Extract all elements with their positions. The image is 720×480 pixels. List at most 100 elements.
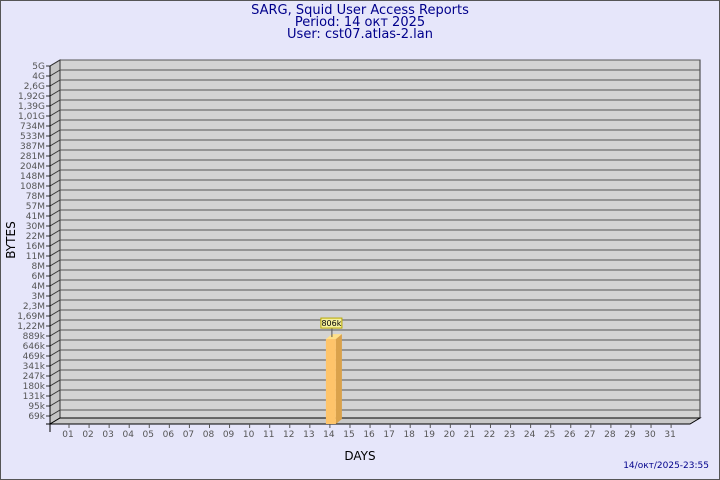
y-axis-label: BYTES xyxy=(4,221,18,259)
y-tick-label: 5G xyxy=(32,62,45,72)
y-tick-label: 341k xyxy=(23,362,46,372)
y-tick-label: 131k xyxy=(23,392,46,402)
x-tick-label: 18 xyxy=(403,430,415,440)
y-tick-label: 2,3M xyxy=(23,302,45,312)
y-tick-label: 3M xyxy=(32,292,46,302)
y-tick-label: 69k xyxy=(28,412,45,422)
grid-diagonal xyxy=(49,379,61,387)
x-tick-label: 11 xyxy=(263,430,274,440)
grid-diagonal xyxy=(49,359,61,367)
data-label-box xyxy=(320,317,343,329)
x-tick-label: 12 xyxy=(283,430,294,440)
grid-diagonal xyxy=(49,109,61,117)
grid-diagonal xyxy=(49,259,61,267)
y-tick-label: 16M xyxy=(26,242,45,252)
y-tick-label: 8M xyxy=(32,262,46,272)
bar-side xyxy=(335,334,342,424)
back-wall xyxy=(59,59,701,419)
x-tick-label: 05 xyxy=(143,430,154,440)
y-tick-label: 1,69M xyxy=(17,312,45,322)
grid-diagonal xyxy=(49,369,61,377)
x-tick-label: 26 xyxy=(564,430,576,440)
grid-diagonal xyxy=(49,209,61,217)
grid-diagonal xyxy=(49,349,61,357)
y-tick-label: 889k xyxy=(23,332,46,342)
x-tick-label: 14 xyxy=(323,430,335,440)
x-tick-label: 06 xyxy=(163,430,175,440)
y-tick-label: 180k xyxy=(23,382,46,392)
x-tick-label: 16 xyxy=(363,430,375,440)
grid-diagonal xyxy=(49,169,61,177)
grid-diagonal xyxy=(49,199,61,207)
y-tick-label: 533M xyxy=(20,132,45,142)
y-tick-label: 22M xyxy=(26,232,45,242)
x-tick-label: 24 xyxy=(524,430,536,440)
grid-diagonal xyxy=(49,309,61,317)
grid-diagonal xyxy=(49,179,61,187)
grid-diagonal xyxy=(49,139,61,147)
grid-diagonal xyxy=(49,79,61,87)
y-tick-label: 11M xyxy=(26,252,45,262)
data-label: 806k xyxy=(321,319,341,328)
x-tick-label: 04 xyxy=(122,430,134,440)
grid-diagonal xyxy=(49,299,61,307)
x-tick-label: 19 xyxy=(424,430,436,440)
y-tick-label: 78M xyxy=(26,192,45,202)
y-tick-label: 1,01G xyxy=(18,112,45,122)
chart-user: User: cst07.atlas-2.lan xyxy=(287,27,433,42)
y-tick-label: 4M xyxy=(32,282,46,292)
grid-diagonal xyxy=(49,159,61,167)
grid-diagonal xyxy=(49,329,61,337)
grid-diagonal xyxy=(49,319,61,327)
grid-diagonal xyxy=(49,389,61,397)
grid-diagonal xyxy=(49,59,61,67)
y-tick-label: 2,6G xyxy=(24,82,45,92)
grid-diagonal xyxy=(49,189,61,197)
floor xyxy=(48,417,702,425)
y-tick-label: 6M xyxy=(32,272,46,282)
bar-top xyxy=(325,334,342,340)
y-tick-label: 646k xyxy=(23,342,46,352)
grid-diagonal xyxy=(49,69,61,77)
x-tick-label: 22 xyxy=(484,430,495,440)
y-tick-label: 469k xyxy=(23,352,46,362)
x-tick-label: 15 xyxy=(343,430,354,440)
x-tick-label: 28 xyxy=(604,430,616,440)
grid-diagonal xyxy=(49,119,61,127)
x-tick-label: 01 xyxy=(62,430,73,440)
grid-diagonal xyxy=(49,99,61,107)
x-tick-label: 13 xyxy=(303,430,314,440)
y-tick-label: 148M xyxy=(20,172,45,182)
y-tick-label: 1,92G xyxy=(18,92,45,102)
grid-diagonal xyxy=(49,89,61,97)
y-tick-label: 57M xyxy=(26,202,45,212)
x-tick-label: 30 xyxy=(644,430,656,440)
grid-diagonal xyxy=(49,409,61,417)
grid-diagonal xyxy=(49,149,61,157)
y-tick-label: 247k xyxy=(23,372,46,382)
grid-diagonal xyxy=(49,239,61,247)
footer-timestamp: 14/окт/2025-23:55 xyxy=(623,461,709,471)
x-tick-label: 07 xyxy=(183,430,194,440)
x-tick-label: 10 xyxy=(243,430,255,440)
grid-diagonal xyxy=(49,129,61,137)
grid-diagonal xyxy=(49,289,61,297)
grid-diagonal xyxy=(49,219,61,227)
y-tick-label: 387M xyxy=(20,142,45,152)
y-tick-label: 4G xyxy=(32,72,45,82)
x-tick-label: 27 xyxy=(584,430,595,440)
x-tick-label: 31 xyxy=(664,430,675,440)
x-tick-label: 29 xyxy=(624,430,636,440)
y-tick-label: 204M xyxy=(20,162,45,172)
y-tick-label: 95k xyxy=(28,402,45,412)
x-tick-label: 21 xyxy=(464,430,475,440)
grid-diagonal xyxy=(49,279,61,287)
y-tick-label: 1,39G xyxy=(18,102,45,112)
y-tick-label: 281M xyxy=(20,152,45,162)
grid-diagonal xyxy=(49,249,61,257)
grid-diagonal xyxy=(49,229,61,237)
x-tick-label: 23 xyxy=(504,430,515,440)
x-axis-label: DAYS xyxy=(344,449,376,463)
grid-diagonal xyxy=(49,399,61,407)
